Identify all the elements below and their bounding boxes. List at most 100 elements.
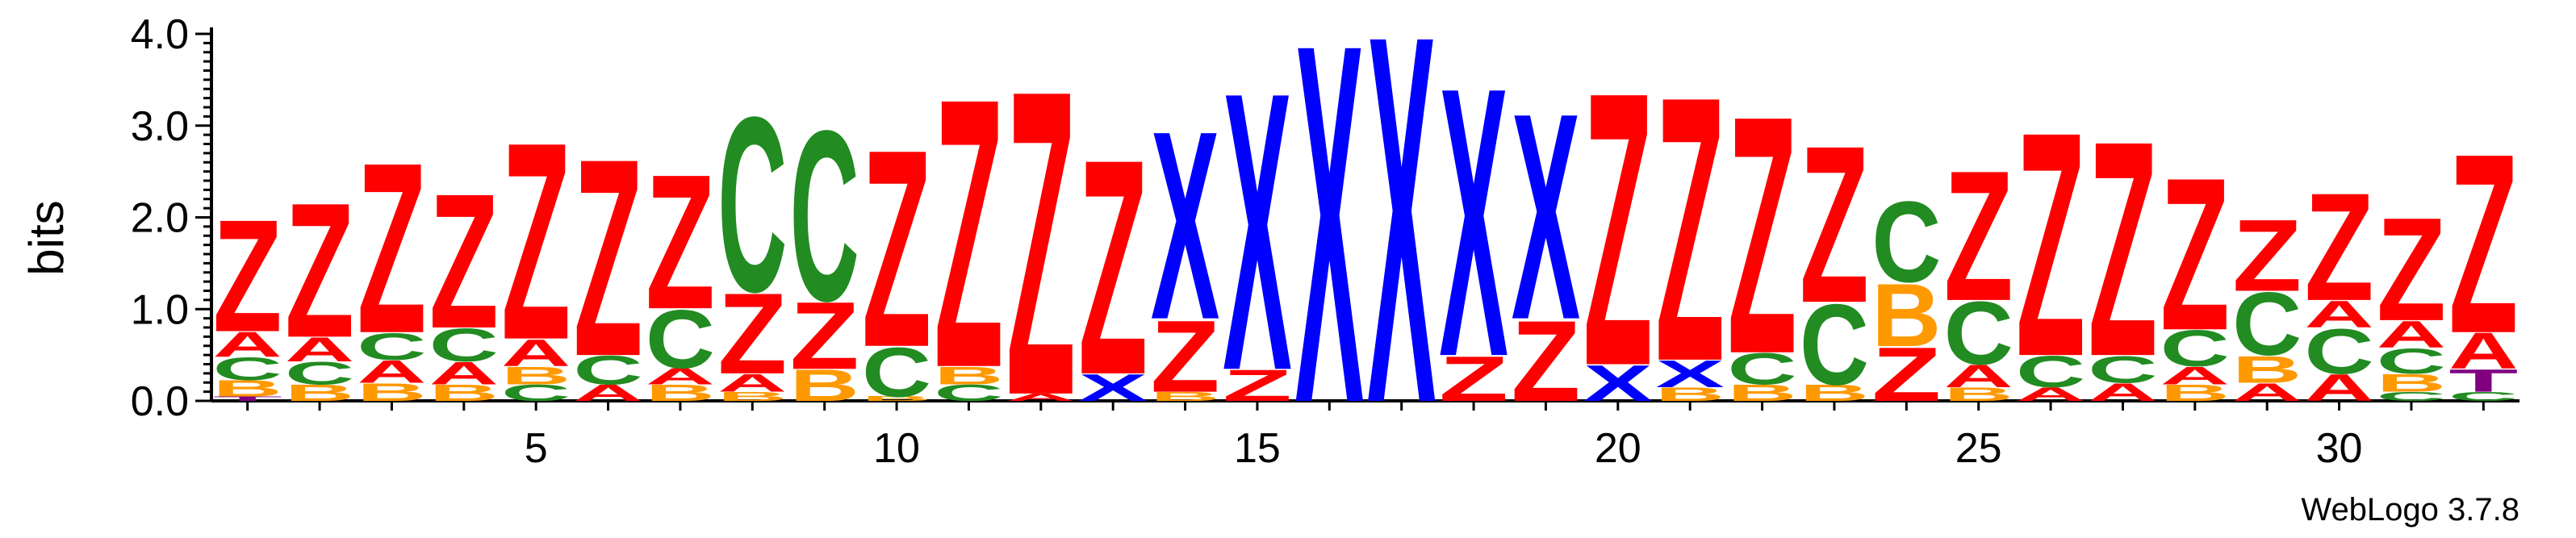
logo-letter-C: C <box>429 319 499 372</box>
logo-letter-C: C <box>646 293 715 386</box>
x-tick-label: 30 <box>2316 425 2363 472</box>
logo-letter-C: C <box>1944 284 2014 384</box>
logo-letter-A: A <box>2305 366 2374 409</box>
logo-letter-Z: Z <box>1439 344 1508 415</box>
logo-column-17: X <box>1367 0 1436 513</box>
logo-letter-Z: Z <box>646 136 715 350</box>
logo-letter-Z: Z <box>213 187 282 366</box>
logo-letter-Z: Z <box>1728 45 1797 425</box>
logo-column-11: CBZ <box>934 19 1003 448</box>
logo-letter-B: B <box>646 381 715 407</box>
logo-letter-A: A <box>646 364 715 390</box>
logo-letter-Z: Z <box>717 270 787 398</box>
logo-letter-A: A <box>357 353 426 389</box>
logo-letter-Z: Z <box>1655 19 1725 440</box>
logo-letter-B: B <box>2232 348 2302 391</box>
logo-letter-C: C <box>790 79 859 352</box>
logo-letter-C: C <box>2232 275 2302 375</box>
logo-letter-A: A <box>429 356 499 391</box>
logo-letter-X: X <box>1583 355 1652 412</box>
logo-letter-Z: Z <box>429 155 499 369</box>
logo-letter-Z: Z <box>285 164 354 378</box>
logo-letter-T: T <box>2448 363 2518 399</box>
logo-letter-B: B <box>285 381 354 407</box>
y-axis-label: bits <box>19 200 73 275</box>
logo-letter-C: C <box>501 381 571 407</box>
axes: 0.0 1.0 2.0 3.0 4.0 5 10 15 20 25 30 <box>131 11 2520 472</box>
logo-letter-Z: Z <box>862 92 931 407</box>
logo-letter-C: C <box>2305 315 2374 387</box>
logo-letter-X: X <box>1512 52 1581 382</box>
y-tick-label: 3.0 <box>131 103 189 150</box>
logo-column-23: BCZ <box>1800 99 1869 409</box>
logo-letter-B: B <box>790 361 859 411</box>
logo-column-27: ACZ <box>2088 77 2157 420</box>
logo-letter-A: A <box>213 325 282 365</box>
logo-letter-B: B <box>213 376 282 402</box>
x-tick-label: 20 <box>1595 425 1641 472</box>
logo-letter-C: C <box>2448 390 2518 404</box>
logo-letter-Z: Z <box>934 19 1003 448</box>
logo-letter-Z: Z <box>2160 132 2230 376</box>
logo-column-9: BZC <box>790 79 859 411</box>
logo-letter-X: X <box>1367 0 1436 513</box>
logo-column-21: BXZ <box>1655 19 1725 440</box>
logo-column-13: XZ <box>1078 95 1148 439</box>
logo-letter-X: X <box>1295 0 1365 511</box>
logo-letter-X: X <box>1655 353 1724 396</box>
logo-column-24: ZBC <box>1871 177 1941 418</box>
logo-column-16: X <box>1295 0 1365 511</box>
logo-column-19: ZX <box>1511 52 1580 426</box>
logo-letter-C: C <box>2088 348 2157 391</box>
logo-column-14: BZX <box>1151 74 1220 414</box>
logo-letter-B: B <box>1655 384 1725 406</box>
logo-letter-A: A <box>2448 323 2518 381</box>
logo-letter-B: B <box>1151 390 1220 404</box>
logo-letter-B: B <box>862 395 931 402</box>
logo-letter-A: A <box>2305 293 2374 336</box>
logo-letter-A: A <box>2088 378 2157 407</box>
logo-letter-C: C <box>213 351 282 386</box>
logo-letter-X: X <box>1223 10 1292 453</box>
logo-letter-Z: Z <box>501 85 571 399</box>
y-tick-label: 4.0 <box>131 11 189 58</box>
logo-letter-C: C <box>2160 320 2230 377</box>
logo-column-15: ZX <box>1223 10 1292 453</box>
logo-letter-Z: Z <box>1078 95 1148 439</box>
x-tick-label: 10 <box>873 425 920 472</box>
logo-letter-Z: Z <box>574 101 643 415</box>
y-tick-label: 2.0 <box>131 195 189 242</box>
logo-letter-A: A <box>1944 358 2014 394</box>
logo-column-6: ACZ <box>574 101 643 415</box>
weblogo-version-label: WebLogo 3.7.8 <box>2301 492 2520 528</box>
logo-column-20: XZ <box>1583 10 1653 448</box>
logo-letter-A: A <box>1006 391 1076 402</box>
logo-column-12: AZ <box>1006 0 1076 486</box>
logo-letter-A: A <box>2160 361 2230 390</box>
logo-letter-Z: Z <box>1006 0 1076 486</box>
logo-letter-C: C <box>1800 280 1869 409</box>
logo-letter-A: A <box>2377 313 2446 356</box>
logo-letter-X: X <box>1439 7 1508 437</box>
logo-column-10: BCZ <box>862 92 931 412</box>
logo-letter-B: B <box>429 381 499 407</box>
logo-letter-B: B <box>1871 265 1941 365</box>
logo-letter-C: C <box>1728 344 1797 394</box>
logo-letter-Z: Z <box>1800 99 1869 349</box>
logo-letter-B: B <box>1728 381 1797 407</box>
logo-letter-A: A <box>501 332 571 374</box>
logo-letter-B: B <box>357 378 426 407</box>
logo-letter-B: B <box>2160 381 2230 407</box>
logo-letter-C: C <box>2377 390 2446 404</box>
logo-letter-Z: Z <box>1511 298 1580 426</box>
logo-column-18: ZX <box>1439 7 1508 437</box>
logo-letter-C: C <box>2377 341 2446 381</box>
